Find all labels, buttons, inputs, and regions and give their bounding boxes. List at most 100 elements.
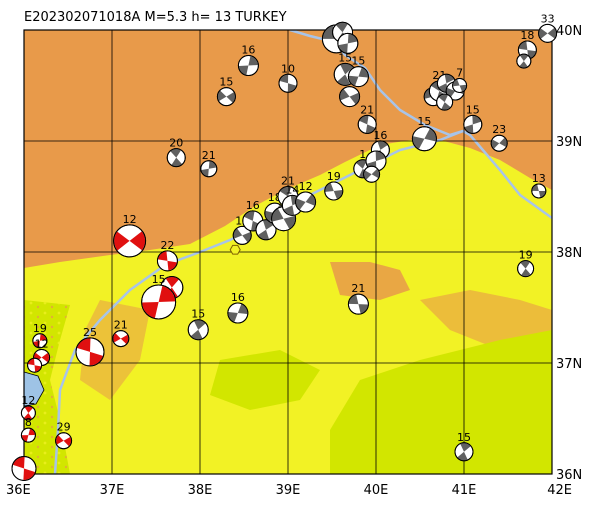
beachball-rim [490,134,508,152]
compression-quadrant [23,468,35,480]
depth-label: 16 [246,199,260,212]
focal-mechanism-beachball [339,86,361,108]
longitude-label: 36E [6,483,31,498]
compression-quadrant [272,208,284,222]
beachball-rim [166,148,186,168]
depth-label: 12 [123,213,137,226]
compression-quadrant [158,285,176,302]
compression-quadrant [296,198,306,210]
focal-mechanism-beachball: 15 [463,103,483,134]
beachball-rim [436,93,454,111]
compression-quadrant [333,190,343,199]
compression-quadrant [170,149,181,158]
compression-quadrant [441,102,451,110]
depth-label: 19 [519,249,533,262]
focal-mechanism-beachball: 15 [141,273,177,320]
beachball-rim [337,32,359,54]
coordinate-grid [24,30,552,474]
focal-mechanism-beachball: 22 [156,239,178,272]
sea-area [24,371,45,407]
focal-mechanism-beachball: 12 [113,213,147,258]
beachball-rim [237,55,259,77]
longitude-label: 40E [364,483,389,498]
beachball-rim [531,183,547,199]
focal-mechanism-beachball: 33 [538,12,558,43]
compression-quadrant [280,186,291,197]
focal-mechanism-beachball: 21 [112,319,130,348]
compression-quadrant [359,115,369,125]
compression-quadrant [520,54,529,62]
depth-label: 8 [25,416,32,429]
compression-quadrant [453,79,460,87]
focal-mechanism-beachball: 21 [347,282,369,315]
map-frame [23,29,553,475]
focal-mechanism-beachball: 21 [200,149,218,178]
compression-quadrant [158,251,168,261]
depth-label: 15 [351,55,365,68]
focal-mechanism-beachball: 19 [517,249,535,278]
beachball-rim [357,114,377,134]
focal-mechanism-beachball: 19 [32,322,48,349]
focal-mechanism-beachball [516,53,532,69]
depth-label: 22 [160,239,174,252]
compression-quadrant [41,352,50,363]
compression-quadrant [244,211,255,221]
beachball-rim [55,432,73,450]
beachball-rim [347,66,369,88]
compression-quadrant [167,260,177,271]
compression-quadrant [258,229,269,240]
compression-quadrant [33,340,40,348]
compression-quadrant [538,190,546,198]
depth-label: 21 [202,149,216,162]
focal-mechanism-beachball: 8 [20,416,36,443]
compression-quadrant [171,157,182,167]
depth-label: 33 [541,12,555,25]
compression-quadrant [348,75,359,86]
focal-mechanism-beachball: 15 [187,308,209,341]
compression-quadrant [113,333,121,343]
depth-label: 21 [281,175,295,188]
focal-mechanism-beachball [11,455,37,481]
focal-mechanism-beachball [27,357,43,373]
beachball-rim [452,78,468,93]
beachball-rim [156,250,178,272]
compression-quadrant [444,74,455,84]
depth-label: 14 [285,183,299,196]
compression-quadrant [165,277,179,288]
beachball-rim [232,225,252,245]
latitude-label: 40N [556,24,582,39]
latitude-label: 38N [556,246,582,261]
compression-quadrant [89,351,103,366]
beachball-rim [347,293,369,315]
compression-quadrant [539,28,548,39]
beachball-rim [227,302,249,324]
depth-label: 12 [299,180,313,193]
longitude-label: 39E [276,483,301,498]
lowland-patch [210,350,320,410]
compression-quadrant [194,320,206,330]
compression-quadrant [63,437,72,447]
compression-quadrant [13,456,25,469]
beachball-rim [363,165,381,183]
compression-quadrant [283,205,295,215]
focal-mechanism-beachball: 16 [237,44,259,77]
highland-patch [80,300,150,400]
depth-label: 7 [456,67,463,80]
compression-quadrant [347,33,358,44]
compression-quadrant [340,63,353,75]
focal-mechanism-beachball: 29 [55,421,73,450]
compression-quadrant [77,338,91,352]
depth-label: 15 [457,431,471,444]
beachball-rim [278,73,298,93]
compression-quadrant [237,304,248,315]
beachball-rim [324,181,344,201]
depth-label: 16 [373,129,387,142]
compression-quadrant [191,329,203,340]
beachball-rim [11,455,37,481]
compression-quadrant [532,184,539,191]
compression-quadrant [520,261,530,269]
beachball-rim [411,126,437,152]
compression-quadrant [491,139,500,149]
